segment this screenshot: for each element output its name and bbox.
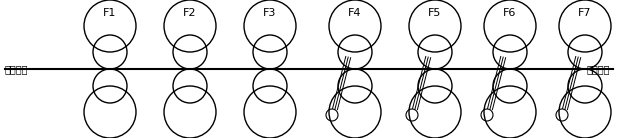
Text: F4: F4 — [349, 8, 362, 18]
Text: 精扎入口: 精扎入口 — [5, 64, 28, 74]
Text: F5: F5 — [428, 8, 442, 18]
Text: F6: F6 — [503, 8, 517, 18]
Text: F1: F1 — [103, 8, 117, 18]
Text: 精扎出口: 精扎出口 — [586, 64, 610, 74]
Text: F2: F2 — [184, 8, 197, 18]
Text: F3: F3 — [263, 8, 277, 18]
Text: F7: F7 — [578, 8, 592, 18]
